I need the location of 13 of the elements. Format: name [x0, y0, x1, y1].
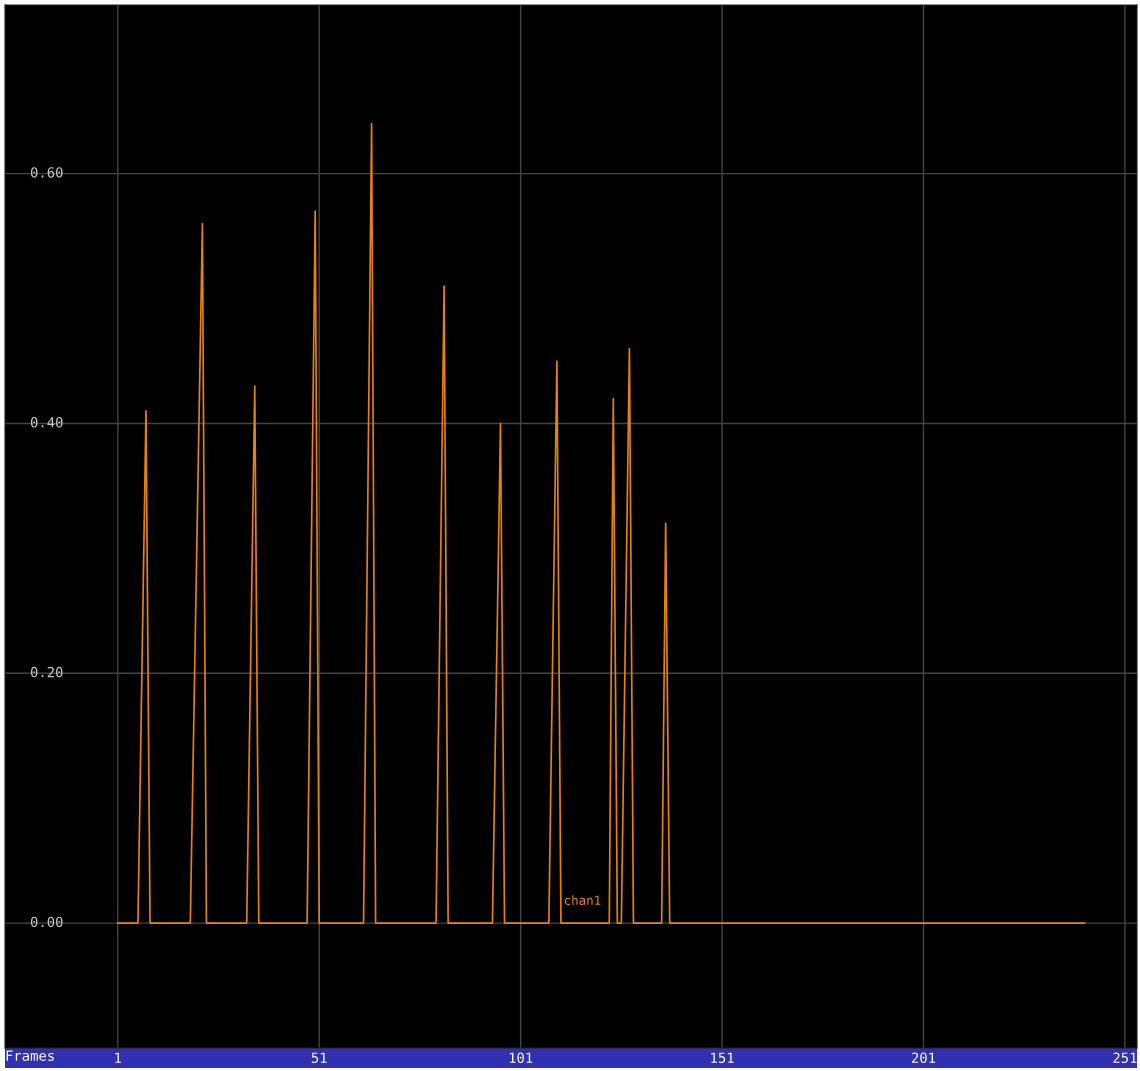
- x-axis-title: Frames: [6, 1050, 54, 1061]
- x-tick-label: 51: [311, 1052, 327, 1063]
- y-tick-label: 0.40: [30, 417, 63, 428]
- x-tick-label: 251: [1113, 1052, 1137, 1063]
- series-label: chan1: [564, 895, 601, 906]
- x-tick-label: 101: [509, 1052, 533, 1063]
- y-tick-label: 0.20: [30, 666, 63, 678]
- y-tick-label: 0.00: [30, 916, 63, 928]
- x-tick-label: 151: [711, 1052, 734, 1063]
- x-tick-label: 201: [911, 1052, 936, 1063]
- y-tick-label: 0.60: [30, 167, 63, 178]
- line-series: [116, 122, 1086, 924]
- x-tick-label: 1: [115, 1052, 122, 1063]
